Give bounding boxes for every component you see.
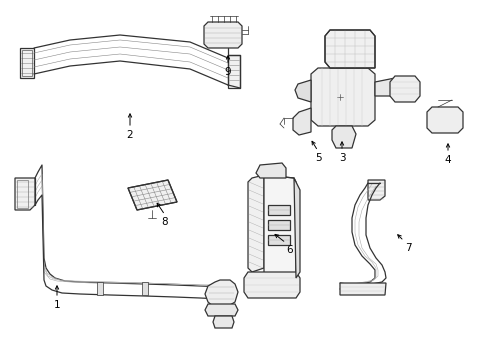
Text: 2: 2 xyxy=(127,130,133,140)
Polygon shape xyxy=(228,55,240,88)
Polygon shape xyxy=(427,107,463,133)
Polygon shape xyxy=(248,175,264,272)
Text: 6: 6 xyxy=(287,245,294,255)
Polygon shape xyxy=(268,205,290,215)
Polygon shape xyxy=(142,282,148,295)
Polygon shape xyxy=(293,108,311,135)
Polygon shape xyxy=(15,178,35,210)
Polygon shape xyxy=(294,178,300,278)
Polygon shape xyxy=(340,283,386,295)
Polygon shape xyxy=(390,76,420,102)
Polygon shape xyxy=(264,175,296,278)
Polygon shape xyxy=(205,280,238,308)
Polygon shape xyxy=(204,22,242,48)
Polygon shape xyxy=(97,282,103,295)
Polygon shape xyxy=(325,30,375,68)
Text: 1: 1 xyxy=(54,300,60,310)
Polygon shape xyxy=(268,235,290,245)
Polygon shape xyxy=(205,304,238,316)
Polygon shape xyxy=(256,163,286,178)
Polygon shape xyxy=(368,180,385,200)
Text: 5: 5 xyxy=(315,153,321,163)
Polygon shape xyxy=(332,126,356,148)
Text: 9: 9 xyxy=(225,67,231,77)
Text: 8: 8 xyxy=(162,217,168,227)
Text: 3: 3 xyxy=(339,153,345,163)
Polygon shape xyxy=(20,48,34,78)
Polygon shape xyxy=(268,220,290,230)
Polygon shape xyxy=(128,180,177,210)
Polygon shape xyxy=(295,80,311,102)
Polygon shape xyxy=(375,78,402,96)
Text: 4: 4 xyxy=(445,155,451,165)
Polygon shape xyxy=(213,316,234,328)
Text: 7: 7 xyxy=(405,243,411,253)
Polygon shape xyxy=(244,272,300,298)
Polygon shape xyxy=(311,68,375,126)
